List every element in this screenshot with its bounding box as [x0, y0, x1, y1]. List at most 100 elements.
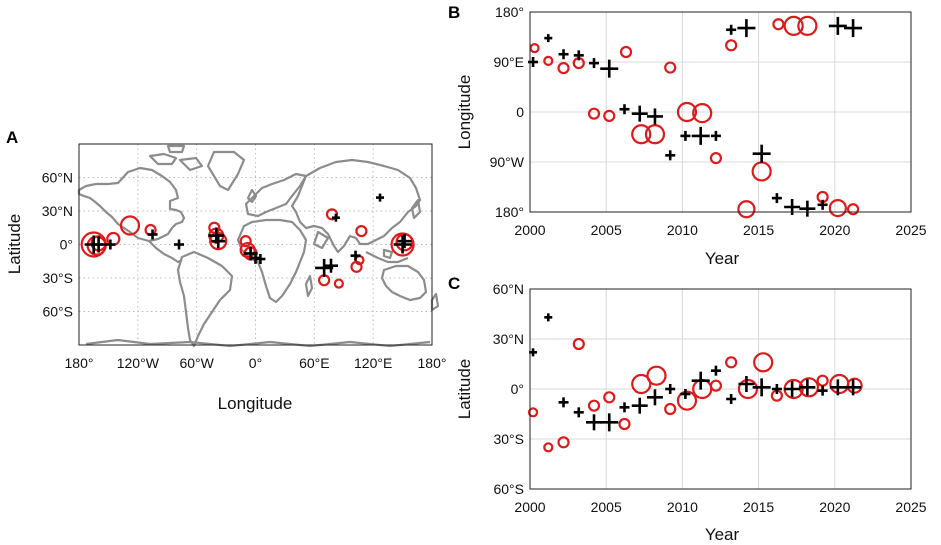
- event-plus-marker: [817, 385, 828, 396]
- event-plus-marker: [147, 229, 158, 240]
- panel-a-frame: [78, 143, 433, 346]
- event-circle-marker: [527, 407, 539, 418]
- event-circle-marker: [828, 199, 847, 218]
- x-tick-label: 60°W: [179, 355, 214, 371]
- panel-c-ticks: 2000 2005 2010 2015 2020 2025 60°N 30°N 0° 30°S 60…: [493, 281, 927, 515]
- x-tick-label: 120°E: [354, 355, 392, 371]
- event-plus-marker: [752, 378, 771, 397]
- event-plus-marker: [691, 126, 710, 145]
- event-plus-marker: [397, 234, 412, 249]
- y-tick-label: 180°: [495, 204, 524, 220]
- event-circle-marker: [631, 373, 652, 395]
- event-circle-marker: [572, 337, 585, 351]
- panel-c-frame: [529, 288, 912, 490]
- event-plus-marker: [817, 199, 828, 210]
- event-plus-marker: [738, 376, 755, 392]
- event-plus-marker: [255, 254, 266, 265]
- event-plus-marker: [631, 397, 648, 414]
- event-plus-marker: [829, 379, 846, 396]
- y-tick-label: 60°S: [493, 481, 524, 497]
- x-tick-label: 2025: [895, 222, 926, 238]
- y-tick-label: 60°S: [42, 304, 73, 320]
- event-plus-marker: [726, 394, 737, 404]
- event-circle-marker: [846, 203, 860, 216]
- panel-b-frame: [529, 11, 912, 213]
- x-tick-label: 2005: [591, 499, 622, 515]
- event-plus-marker: [90, 236, 107, 253]
- event-circle-marker: [644, 124, 666, 145]
- event-plus-marker: [799, 200, 816, 217]
- event-circle-marker: [646, 365, 667, 386]
- event-plus-marker: [324, 258, 339, 273]
- y-tick-label: 0: [516, 104, 524, 120]
- event-circle-marker: [557, 436, 570, 449]
- event-circle-marker: [725, 356, 738, 369]
- event-circle-marker: [543, 55, 554, 66]
- event-plus-marker: [376, 193, 385, 202]
- event-plus-marker: [646, 108, 663, 125]
- panel-a-ylabel: Latitude: [5, 214, 24, 275]
- event-circle-marker: [119, 215, 141, 236]
- event-plus-marker: [393, 235, 412, 254]
- event-circle-marker: [603, 391, 616, 404]
- event-plus-marker: [710, 365, 721, 376]
- event-plus-marker: [737, 19, 756, 38]
- panel-b-ylabel: Longitude: [455, 75, 474, 150]
- event-circle-marker: [772, 18, 785, 31]
- event-circle-marker: [725, 39, 738, 52]
- event-plus-marker: [589, 58, 600, 69]
- event-plus-marker: [558, 397, 569, 408]
- event-plus-marker: [726, 24, 737, 35]
- event-plus-marker: [211, 234, 226, 249]
- event-circle-marker: [783, 15, 804, 36]
- event-plus-marker: [799, 379, 816, 396]
- event-circle-marker: [333, 278, 344, 289]
- y-tick-label: 60°N: [493, 281, 524, 297]
- event-circle-marker: [529, 43, 540, 54]
- event-plus-marker: [586, 414, 603, 431]
- panel-c-ylabel: Latitude: [455, 359, 474, 420]
- x-tick-label: 180°: [65, 355, 94, 371]
- x-tick-label: 2010: [667, 222, 698, 238]
- event-plus-marker: [665, 150, 676, 161]
- x-tick-label: 180°: [418, 355, 447, 371]
- event-circle-marker: [797, 15, 818, 36]
- y-tick-label: 90°E: [493, 54, 524, 70]
- event-circle-marker: [692, 103, 713, 124]
- event-plus-marker: [844, 19, 863, 38]
- event-plus-marker: [646, 389, 663, 406]
- event-plus-marker: [600, 413, 619, 432]
- panel-c: C 2000 2005 2010 2015 2020 2025 60°N 30°N 0° 30°S…: [448, 274, 927, 544]
- event-plus-marker: [544, 313, 553, 322]
- panel-a-marks: [80, 193, 415, 289]
- event-circle-marker: [753, 352, 774, 373]
- panel-a: A: [5, 128, 446, 413]
- event-circle-marker: [846, 377, 863, 394]
- event-plus-marker: [544, 34, 553, 43]
- y-tick-label: 180°: [495, 4, 524, 20]
- event-circle-marker: [829, 373, 850, 395]
- x-tick-label: 2025: [895, 499, 926, 515]
- event-plus-marker: [631, 105, 648, 122]
- event-plus-marker: [331, 213, 340, 222]
- x-tick-label: 120°W: [117, 355, 160, 371]
- event-plus-marker: [710, 130, 721, 141]
- event-circle-marker: [676, 390, 698, 411]
- event-plus-marker: [771, 193, 782, 204]
- event-circle-marker: [709, 152, 723, 165]
- y-tick-label: 0°: [511, 381, 524, 397]
- event-plus-marker: [105, 239, 116, 250]
- event-plus-marker: [558, 49, 569, 60]
- x-tick-label: 60°E: [299, 355, 330, 371]
- event-plus-marker: [174, 239, 185, 250]
- event-circle-marker: [355, 225, 368, 238]
- panel-a-grid: [79, 144, 432, 345]
- event-circle-marker: [543, 442, 554, 453]
- event-circle-marker: [709, 379, 723, 392]
- event-circle-marker: [603, 109, 616, 122]
- event-circle-marker: [587, 107, 601, 120]
- event-circle-marker: [208, 221, 221, 234]
- y-tick-label: 30°S: [42, 270, 73, 286]
- x-tick-label: 0°: [249, 355, 262, 371]
